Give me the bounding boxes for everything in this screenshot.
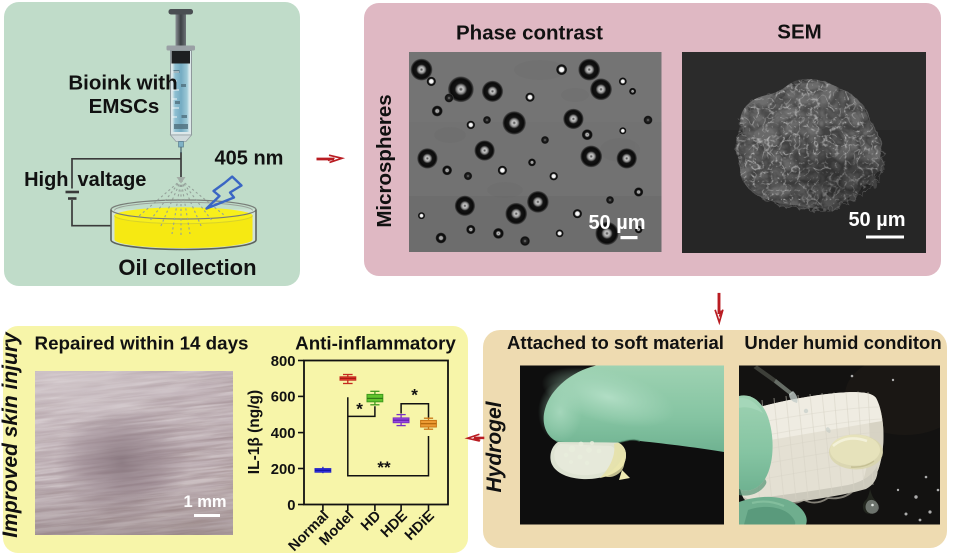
svg-text:Hydrogel: Hydrogel (483, 400, 506, 492)
svg-text:Improved skin injury: Improved skin injury (0, 331, 22, 538)
svg-text:50 µm: 50 µm (588, 212, 645, 234)
svg-text:*: * (356, 400, 363, 419)
svg-text:EMSCs: EMSCs (89, 95, 160, 118)
svg-text:50 µm: 50 µm (848, 209, 905, 231)
svg-text:Bioink with: Bioink with (68, 72, 177, 95)
svg-text:Attached to soft material: Attached to soft material (507, 332, 724, 353)
svg-text:Under humid conditon: Under humid conditon (744, 332, 941, 353)
svg-text:1 mm: 1 mm (183, 493, 226, 511)
svg-text:**: ** (377, 458, 391, 477)
svg-text:*: * (411, 386, 418, 405)
svg-text:800: 800 (271, 354, 296, 370)
svg-text:Anti-inflammatory: Anti-inflammatory (295, 333, 456, 354)
svg-text:0: 0 (287, 498, 295, 514)
svg-text:405 nm: 405 nm (215, 148, 284, 170)
svg-text:valtage: valtage (78, 169, 147, 191)
svg-text:IL-1β (ng/g): IL-1β (ng/g) (246, 390, 263, 474)
svg-text:SEM: SEM (777, 21, 821, 44)
svg-text:400: 400 (271, 426, 296, 442)
svg-text:600: 600 (271, 390, 296, 406)
svg-text:Oil collection: Oil collection (118, 255, 256, 280)
svg-text:200: 200 (271, 462, 296, 478)
svg-text:Phase contrast: Phase contrast (456, 22, 603, 45)
svg-text:High: High (24, 169, 68, 191)
svg-text:Microspheres: Microspheres (373, 94, 396, 227)
svg-text:Repaired within 14 days: Repaired within 14 days (35, 333, 249, 354)
